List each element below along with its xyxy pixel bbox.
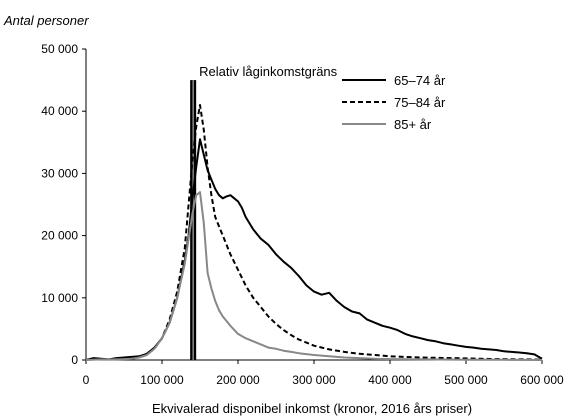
y-tick-label: 30 000 (41, 166, 78, 180)
y-tick-label: 0 (71, 353, 78, 367)
series-line-3 (85, 191, 543, 361)
x-tick-label: 600 000 (520, 373, 564, 387)
x-tick-label: 100 000 (140, 373, 184, 387)
x-tick-label: 500 000 (444, 373, 488, 387)
legend-label-1: 65–74 år (394, 73, 446, 88)
x-tick-label: 0 (83, 373, 90, 387)
x-tick-label: 300 000 (292, 373, 336, 387)
plot-area: 0 10 000 20 000 30 000 40 000 50 000 0 100 000 2… (41, 42, 564, 387)
low-income-threshold-label: Relativ låginkomstgräns (199, 64, 338, 79)
y-tick-label: 50 000 (41, 42, 78, 56)
legend-label-3: 85+ år (394, 117, 432, 132)
legend-label-2: 75–84 år (394, 95, 446, 110)
series-line-1 (85, 138, 543, 361)
series-line-2 (85, 104, 543, 361)
y-tick-label: 20 000 (41, 229, 78, 243)
y-tick-label: 40 000 (41, 104, 78, 118)
y-axis-title: Antal personer (3, 13, 89, 28)
y-tick-label: 10 000 (41, 291, 78, 305)
x-tick-label: 400 000 (368, 373, 412, 387)
x-axis-title: Ekvivalerad disponibel inkomst (kronor, … (152, 401, 472, 416)
x-tick-label: 200 000 (216, 373, 260, 387)
